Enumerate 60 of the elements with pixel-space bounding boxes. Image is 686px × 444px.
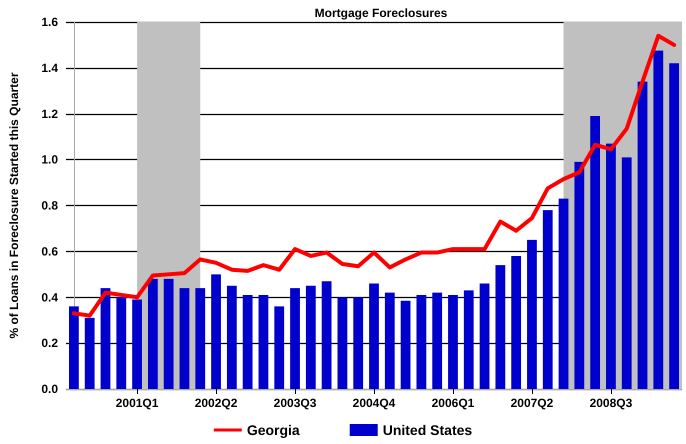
bar bbox=[116, 297, 126, 389]
bar bbox=[195, 288, 206, 389]
bar bbox=[432, 292, 442, 389]
bar bbox=[306, 286, 316, 389]
bar bbox=[132, 300, 142, 389]
bar bbox=[400, 300, 410, 389]
bar bbox=[164, 278, 174, 389]
y-tick-label: 0.8 bbox=[41, 198, 58, 212]
bar bbox=[338, 297, 348, 389]
bar bbox=[606, 144, 616, 389]
y-axis-title: % of Loans in Foreclosure Started this Quarter bbox=[7, 72, 21, 339]
chart-title: Mortgage Foreclosures bbox=[314, 6, 448, 20]
y-tick-label: 0.6 bbox=[41, 244, 58, 258]
bar bbox=[653, 50, 664, 389]
line-series bbox=[72, 34, 676, 318]
bar bbox=[448, 294, 458, 389]
y-tick-label: 0.0 bbox=[41, 382, 58, 396]
y-tick-label: 1.0 bbox=[41, 152, 58, 167]
bar bbox=[322, 281, 332, 389]
x-tick-label: 2008Q3 bbox=[590, 396, 633, 410]
x-tick-label: 2007Q2 bbox=[510, 396, 554, 410]
legend-label: Georgia bbox=[246, 422, 300, 438]
bar bbox=[180, 288, 190, 389]
bar bbox=[590, 116, 600, 389]
bar bbox=[211, 274, 221, 389]
x-tick-label: 2004Q4 bbox=[352, 396, 396, 410]
bar bbox=[511, 256, 522, 389]
x-tick-label: 2003Q3 bbox=[274, 396, 317, 410]
bar bbox=[480, 283, 490, 389]
bar bbox=[274, 306, 284, 389]
bar bbox=[353, 297, 364, 389]
bar bbox=[384, 292, 395, 389]
y-tick-label: 0.4 bbox=[41, 290, 58, 304]
bar bbox=[464, 290, 474, 389]
bar bbox=[84, 318, 95, 389]
bar bbox=[226, 286, 237, 389]
y-tick-label: 1.2 bbox=[41, 106, 58, 121]
bar bbox=[622, 157, 632, 389]
bar bbox=[148, 278, 158, 389]
bar bbox=[290, 288, 300, 389]
bar bbox=[242, 294, 253, 389]
x-tick-label: 2006Q1 bbox=[432, 396, 475, 410]
bar bbox=[527, 240, 537, 389]
bar bbox=[542, 210, 553, 389]
bar bbox=[369, 283, 379, 389]
bar bbox=[258, 294, 268, 389]
bar bbox=[100, 288, 110, 389]
bar bbox=[574, 162, 584, 389]
y-tick-label: 0.2 bbox=[41, 336, 58, 350]
bar bbox=[416, 294, 426, 389]
x-tick-label: 2002Q2 bbox=[194, 396, 238, 410]
legend-label: United States bbox=[382, 422, 472, 438]
bar bbox=[638, 82, 648, 389]
bar bbox=[669, 63, 679, 389]
bar bbox=[558, 198, 568, 389]
bar bbox=[495, 265, 506, 389]
x-tick-label: 2001Q1 bbox=[116, 396, 159, 410]
y-tick-label: 1.4 bbox=[41, 60, 58, 75]
bar bbox=[69, 306, 79, 389]
y-tick-label: 1.6 bbox=[41, 15, 58, 29]
